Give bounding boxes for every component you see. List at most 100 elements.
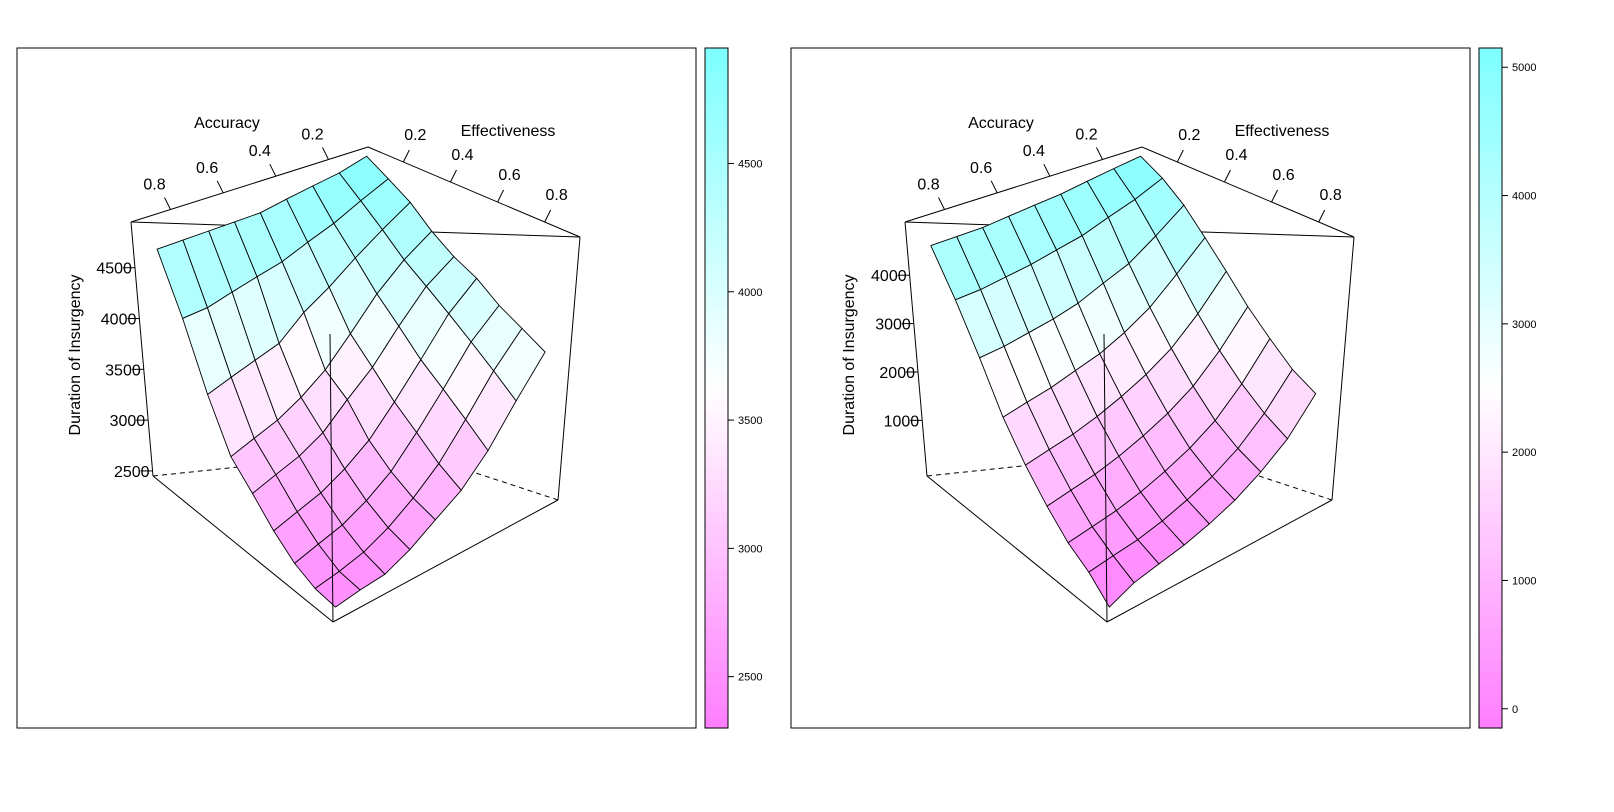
- colorkey-band: [705, 614, 728, 627]
- colorkey-band: [1479, 592, 1502, 604]
- x-tick-label: 0.8: [917, 177, 939, 194]
- colorkey-band: [1479, 150, 1502, 162]
- x-tick: [164, 197, 171, 210]
- colorkey-band: [1479, 172, 1502, 185]
- y-tick-label: 0.8: [546, 187, 568, 204]
- colorkey-band: [705, 626, 728, 638]
- x-tick-label: 0.6: [196, 160, 218, 177]
- colorkey-band: [705, 660, 728, 672]
- colorkey-band: [705, 229, 728, 242]
- colorkey-band: [1479, 501, 1502, 514]
- colorkey-band: [1479, 648, 1502, 661]
- colorkey-band: [1479, 240, 1502, 253]
- y-tick: [497, 189, 505, 203]
- colorkey-band: [1479, 184, 1502, 196]
- colorkey-band: [1479, 252, 1502, 264]
- colorkey-band: [705, 524, 728, 536]
- colorkey-band: [1479, 286, 1502, 298]
- colorkey-band: [705, 490, 728, 502]
- y-tick: [1223, 169, 1231, 183]
- colorkey-band: [705, 410, 728, 423]
- colorkey-band: [705, 48, 728, 60]
- colorkey-band: [1479, 93, 1502, 106]
- colorkey-band: [1479, 694, 1502, 706]
- colorkey-band: [705, 433, 728, 446]
- colorkey-band: [705, 376, 728, 389]
- x-tick-label: 0.4: [1023, 143, 1045, 160]
- colorkey-band: [705, 308, 728, 321]
- z-tick-label: 3000: [110, 413, 146, 430]
- colorkey-band: [1479, 82, 1502, 94]
- colorkey-band: [1479, 70, 1502, 83]
- colorkey-band: [705, 512, 728, 525]
- surface-plot-right: 0.2 0.4 0.6 0.8 Accuracy 0.2 0.4 0.6 0.8 Effectiv…: [790, 47, 1471, 729]
- colorkey-band: [1479, 626, 1502, 638]
- colorkey-band: [705, 365, 728, 378]
- colorkey-band: [705, 274, 728, 287]
- z-tick-label: 2500: [114, 464, 150, 481]
- colorkey-tick-label: 5000: [1512, 62, 1536, 74]
- surface-cell: [1088, 555, 1135, 608]
- box-edge: [1106, 499, 1333, 623]
- z-tick-label: 4500: [96, 261, 132, 278]
- z-tick-label: 2000: [879, 365, 915, 382]
- box-edge: [904, 221, 928, 477]
- box-edge: [329, 333, 334, 623]
- colorkey-band: [705, 603, 728, 616]
- colorkey-band: [705, 580, 728, 593]
- colorkey-band: [1479, 342, 1502, 355]
- colorkey-band: [705, 682, 728, 695]
- colorkey-band: [705, 478, 728, 491]
- colorkey-band: [705, 422, 728, 434]
- colorkey-tick-label: 4500: [738, 158, 762, 170]
- colorkey-band: [705, 342, 728, 355]
- colorkey-band: [705, 297, 728, 310]
- colorkey-band: [705, 331, 728, 344]
- x-tick-label: 0.2: [301, 127, 323, 144]
- y-axis-title: Effectiveness: [461, 123, 556, 140]
- z-tick-label: 4000: [101, 312, 137, 329]
- colorkey-band: [705, 206, 728, 219]
- colorkey-band: [705, 388, 728, 400]
- colorkey-band: [705, 93, 728, 106]
- colorkey-band: [705, 399, 728, 412]
- colorkey-frame: [704, 47, 729, 729]
- colorkey-band: [705, 501, 728, 514]
- y-tick-label: 0.6: [498, 167, 520, 184]
- colorkey-band: [705, 172, 728, 185]
- colorkey-band: [705, 705, 728, 718]
- colorkey-band: [1479, 274, 1502, 287]
- box-edge: [332, 499, 559, 623]
- colorkey-tick-label: 2500: [738, 672, 762, 684]
- colorkey-band: [1479, 512, 1502, 525]
- x-tick: [1043, 163, 1051, 177]
- colorkey-band: [705, 240, 728, 253]
- colorkey-band: [705, 59, 728, 72]
- colorkey-band: [705, 286, 728, 298]
- colorkey-band: [1479, 444, 1502, 457]
- hidden-edge: [926, 456, 1110, 477]
- colorkey-band: [705, 184, 728, 196]
- x-tick-label: 0.2: [1075, 127, 1097, 144]
- colorkey-band: [1479, 399, 1502, 412]
- colorkey-band: [1479, 410, 1502, 423]
- colorkey-band: [705, 546, 728, 559]
- colorkey-band: [705, 456, 728, 468]
- colorkey-band: [705, 354, 728, 366]
- colorkey-band: [1479, 433, 1502, 446]
- colorkey-tick-label: 3000: [1512, 319, 1536, 331]
- colorkey-band: [1479, 388, 1502, 400]
- colorkey-band: [705, 467, 728, 480]
- box-edge: [130, 221, 154, 477]
- colorkey-band: [1479, 478, 1502, 491]
- colorkey-band: [1479, 524, 1502, 536]
- colorkey-band: [705, 218, 728, 230]
- x-tick: [1096, 147, 1103, 160]
- colorkey-band: [705, 535, 728, 548]
- z-tick-label: 1000: [884, 413, 920, 430]
- colorkey-band: [705, 320, 728, 332]
- colorkey-band: [1479, 308, 1502, 321]
- y-tick-label: 0.4: [1225, 147, 1247, 164]
- y-tick-label: 0.2: [1178, 127, 1200, 144]
